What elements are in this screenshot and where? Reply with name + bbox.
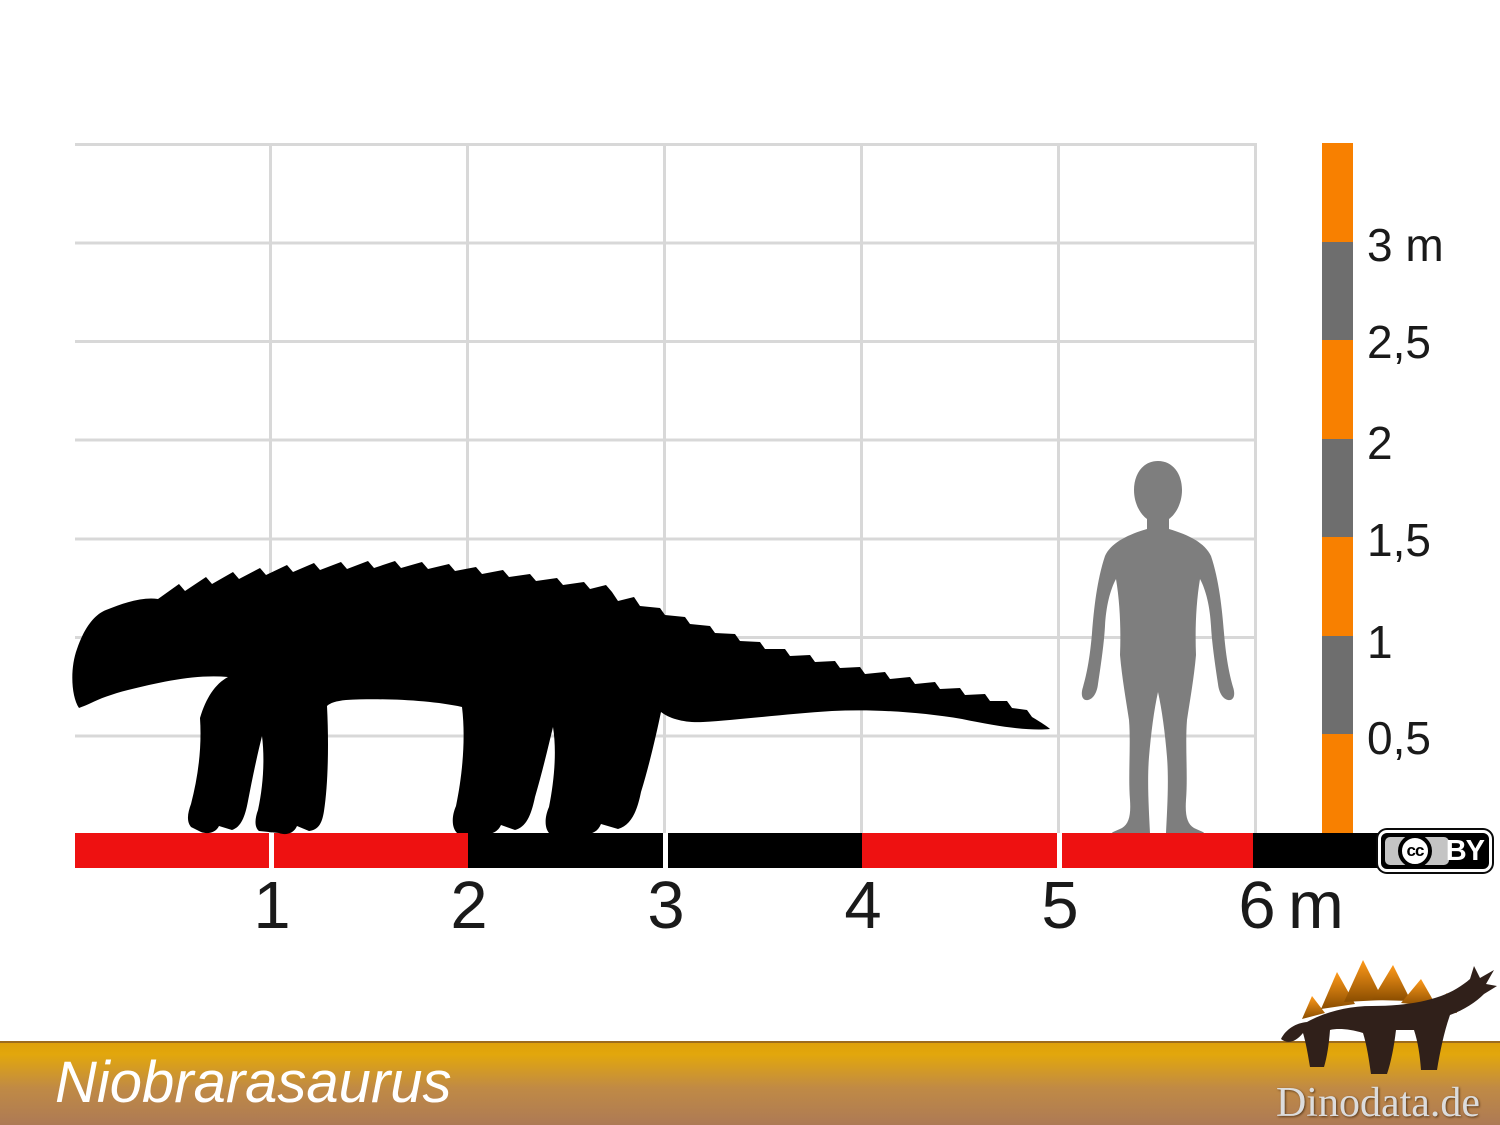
y-tick-label-2: 2 <box>1367 417 1393 469</box>
meter-tick-5m <box>1057 833 1062 868</box>
y-tick-label-0-5: 0,5 <box>1367 712 1431 764</box>
stegosaurus-icon <box>1281 960 1497 1074</box>
stego-plate <box>1372 965 1411 1001</box>
y-tick-label-2-5: 2,5 <box>1367 316 1431 368</box>
title-banner: Niobrarasaurus <box>0 1041 1500 1125</box>
x-tick-label-5: 5 <box>1041 868 1079 943</box>
human-silhouette <box>1081 461 1235 833</box>
v-scale-segment <box>1322 340 1353 439</box>
y-tick-label-1-5: 1,5 <box>1367 514 1431 566</box>
stego-body <box>1281 966 1497 1074</box>
v-scale-segment <box>1322 734 1353 834</box>
x-tick-label-6: 6 <box>1238 868 1276 943</box>
v-scale-segment <box>1322 635 1353 735</box>
meter-tick-1m <box>269 833 274 868</box>
x-axis-unit: m <box>1288 868 1344 943</box>
vertical-scale-bar <box>1322 143 1353 834</box>
cc-by-license-badge: cc BY <box>1378 830 1492 872</box>
license-by-label: BY <box>1445 835 1485 867</box>
site-watermark: Dinodata.de <box>1275 1080 1481 1125</box>
cc-icon: cc <box>1398 834 1432 868</box>
meter-tick-3m <box>663 833 668 868</box>
page-title: Niobrarasaurus <box>55 1050 452 1115</box>
v-scale-segment <box>1322 241 1353 341</box>
dinosaur-silhouette <box>72 561 1051 835</box>
x-tick-label-4: 4 <box>844 868 882 943</box>
cc-icon-label: cc <box>1406 841 1425 860</box>
x-tick-label-3: 3 <box>647 868 685 943</box>
stego-plate <box>1344 960 1383 1002</box>
y-tick-label-3m: 3 m <box>1367 219 1444 271</box>
x-tick-label-2: 2 <box>450 868 488 943</box>
stego-plate <box>1302 996 1325 1019</box>
v-scale-segment <box>1322 438 1353 538</box>
x-tick-label-1: 1 <box>253 868 291 943</box>
v-scale-segment <box>1322 537 1353 636</box>
y-tick-label-1: 1 <box>1367 616 1393 668</box>
horizontal-meter-bar <box>75 833 1490 868</box>
v-scale-segment <box>1322 143 1353 242</box>
